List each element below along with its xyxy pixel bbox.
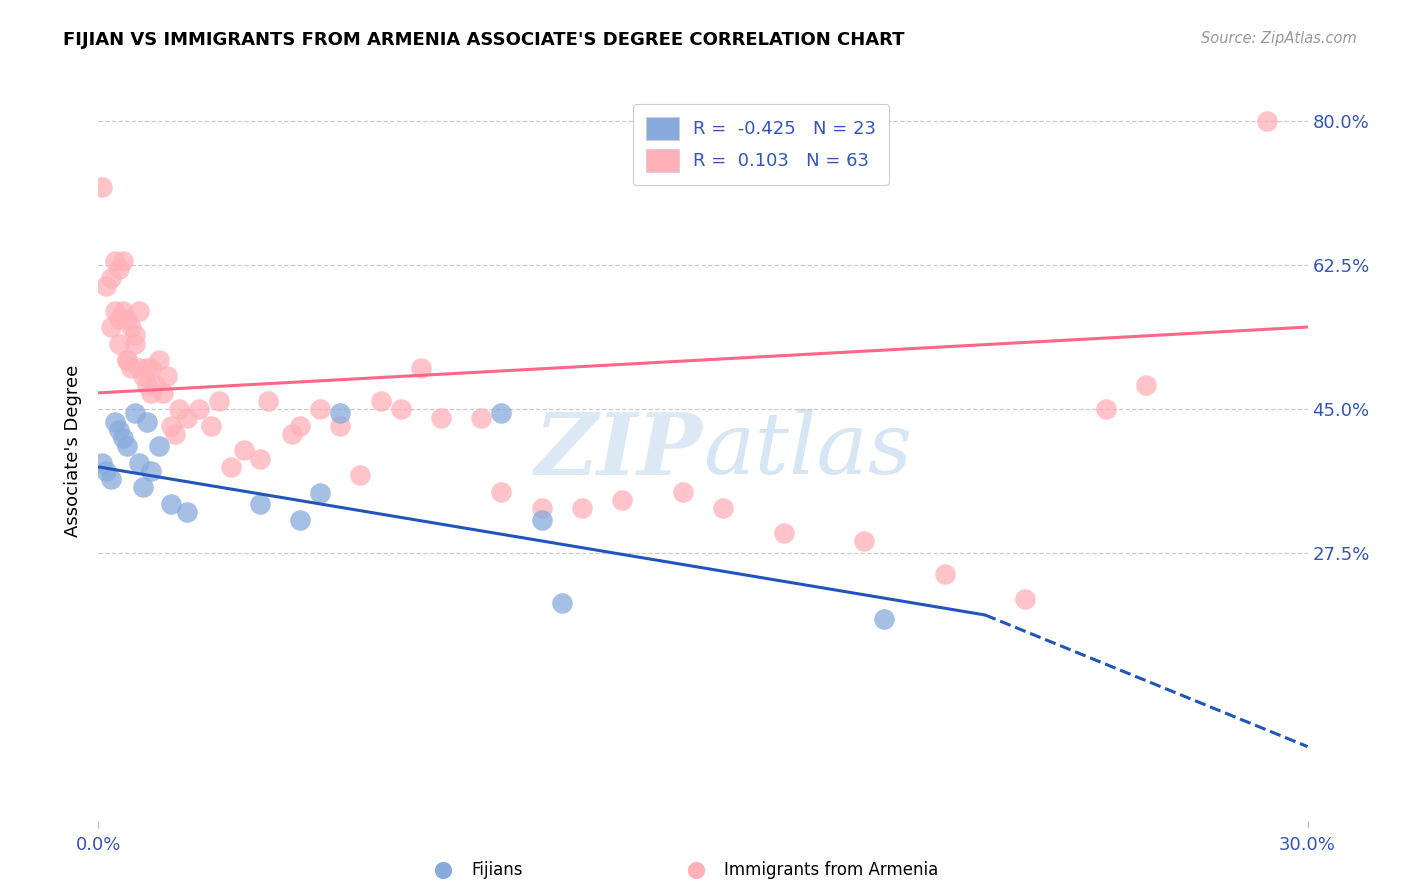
Point — [128, 361, 150, 376]
Legend: R =  -0.425   N = 23, R =  0.103   N = 63: R = -0.425 N = 23, R = 0.103 N = 63 — [634, 104, 889, 185]
Point — [200, 418, 222, 433]
Point — [120, 320, 142, 334]
Text: Fijians: Fijians — [471, 861, 523, 879]
Point — [167, 402, 190, 417]
Point — [107, 262, 129, 277]
Point — [571, 501, 593, 516]
Point — [409, 361, 432, 376]
Point — [491, 484, 513, 499]
Point — [124, 407, 146, 421]
Point — [103, 303, 125, 318]
Point — [115, 439, 138, 453]
Point — [107, 336, 129, 351]
Point — [148, 353, 170, 368]
Point — [349, 468, 371, 483]
Point — [389, 402, 412, 417]
Point — [115, 353, 138, 368]
Point — [103, 254, 125, 268]
Point — [107, 423, 129, 437]
Point — [711, 501, 734, 516]
Point — [100, 472, 122, 486]
Point — [772, 525, 794, 540]
Point — [163, 427, 186, 442]
Point — [139, 385, 162, 400]
Point — [176, 505, 198, 519]
Point — [124, 336, 146, 351]
Point — [1357, 752, 1379, 766]
Point — [612, 492, 634, 507]
Point — [309, 402, 332, 417]
Y-axis label: Associate's Degree: Associate's Degree — [65, 364, 83, 537]
Point — [249, 451, 271, 466]
Point — [135, 415, 157, 429]
Point — [208, 394, 231, 409]
Point — [221, 459, 243, 474]
Point — [103, 415, 125, 429]
Point — [329, 407, 352, 421]
Text: atlas: atlas — [703, 409, 912, 491]
Point — [491, 407, 513, 421]
Point — [132, 480, 155, 494]
Point — [100, 320, 122, 334]
Point — [309, 486, 332, 500]
Point — [91, 180, 114, 194]
Point — [1135, 377, 1157, 392]
Point — [107, 311, 129, 326]
Point — [329, 418, 352, 433]
Text: ZIP: ZIP — [536, 409, 703, 492]
Point — [853, 533, 876, 548]
Point — [430, 410, 453, 425]
Point — [143, 377, 166, 392]
Point — [135, 377, 157, 392]
Point — [128, 303, 150, 318]
Point — [111, 254, 134, 268]
Point — [934, 566, 956, 581]
Point — [115, 353, 138, 368]
Point — [111, 431, 134, 445]
Point — [530, 501, 553, 516]
Point — [135, 361, 157, 376]
Point — [188, 402, 211, 417]
Point — [551, 596, 574, 610]
Point — [1256, 114, 1278, 128]
Point — [128, 456, 150, 470]
Point — [256, 394, 278, 409]
Point — [470, 410, 492, 425]
Text: Immigrants from Armenia: Immigrants from Armenia — [724, 861, 938, 879]
Point — [152, 385, 174, 400]
Point — [111, 303, 134, 318]
Point — [232, 443, 254, 458]
Point — [100, 270, 122, 285]
Point — [873, 612, 896, 626]
Point — [124, 328, 146, 343]
Text: FIJIAN VS IMMIGRANTS FROM ARMENIA ASSOCIATE'S DEGREE CORRELATION CHART: FIJIAN VS IMMIGRANTS FROM ARMENIA ASSOCI… — [63, 31, 905, 49]
Point — [281, 427, 304, 442]
Point — [96, 464, 118, 478]
Point — [672, 484, 695, 499]
Point — [249, 497, 271, 511]
Point — [370, 394, 392, 409]
Point — [156, 369, 179, 384]
Point — [530, 513, 553, 527]
Point — [132, 369, 155, 384]
Point — [1095, 402, 1118, 417]
Point — [160, 418, 183, 433]
Point — [148, 439, 170, 453]
Point — [115, 311, 138, 326]
Point — [139, 361, 162, 376]
Point — [1014, 591, 1036, 606]
Point — [288, 513, 311, 527]
Point — [139, 464, 162, 478]
Text: Source: ZipAtlas.com: Source: ZipAtlas.com — [1201, 31, 1357, 46]
Point — [120, 361, 142, 376]
Point — [96, 279, 118, 293]
Point — [91, 456, 114, 470]
Point — [288, 418, 311, 433]
Point — [176, 410, 198, 425]
Point — [160, 497, 183, 511]
